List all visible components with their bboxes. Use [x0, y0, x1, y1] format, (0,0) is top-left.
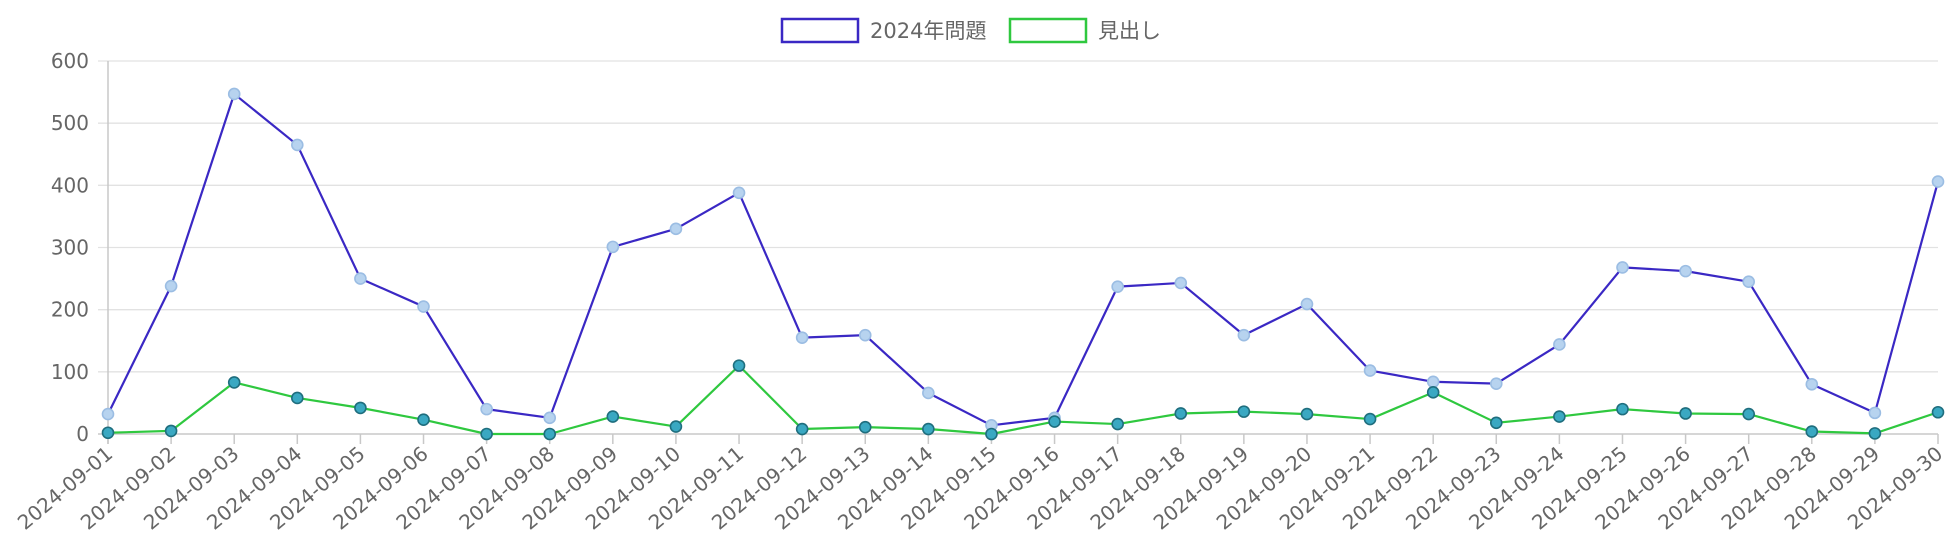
data-point[interactable]: [1363, 364, 1377, 377]
series-line-2: [107, 364, 1939, 436]
y-tick-label: 0: [76, 422, 89, 446]
series-line-1: [107, 92, 1940, 427]
legend: 2024年問題 見出し: [780, 17, 1161, 44]
data-point[interactable]: [543, 411, 557, 425]
legend-swatch-series-1: [780, 17, 860, 44]
legend-label-series-1: 2024年問題: [870, 19, 986, 43]
data-point[interactable]: [1931, 405, 1945, 419]
data-point[interactable]: [606, 240, 620, 254]
data-point[interactable]: [795, 331, 809, 344]
data-point[interactable]: [1679, 407, 1692, 420]
data-point[interactable]: [1742, 275, 1755, 288]
data-point[interactable]: [1048, 415, 1061, 428]
data-point[interactable]: [1553, 410, 1566, 423]
data-point[interactable]: [922, 422, 935, 436]
data-point[interactable]: [101, 407, 115, 421]
data-point[interactable]: [858, 420, 872, 434]
data-point[interactable]: [164, 424, 178, 438]
data-point[interactable]: [1174, 407, 1188, 420]
data-point[interactable]: [1805, 425, 1819, 438]
data-point[interactable]: [1868, 406, 1882, 420]
legend-item-series-2[interactable]: 見出し: [1008, 17, 1161, 44]
data-point[interactable]: [101, 426, 115, 440]
data-point[interactable]: [985, 427, 998, 441]
y-tick-label: 400: [51, 173, 89, 197]
y-tick-label: 500: [51, 111, 89, 135]
data-point[interactable]: [1426, 375, 1440, 389]
y-tick-label: 300: [51, 236, 89, 260]
data-point[interactable]: [1426, 386, 1440, 399]
data-point[interactable]: [669, 420, 683, 433]
data-point[interactable]: [480, 402, 493, 416]
data-point[interactable]: [1237, 405, 1251, 418]
data-point[interactable]: [795, 422, 809, 436]
data-point[interactable]: [1489, 416, 1503, 430]
legend-item-series-1[interactable]: 2024年問題: [780, 17, 986, 44]
data-point[interactable]: [1300, 407, 1314, 421]
data-point[interactable]: [1805, 377, 1819, 391]
series-1: [101, 87, 1945, 432]
data-point[interactable]: [227, 87, 241, 101]
data-point[interactable]: [732, 359, 746, 372]
data-point[interactable]: [291, 138, 304, 152]
series-2: [101, 359, 1945, 441]
data-point[interactable]: [417, 300, 430, 313]
y-tick-label: 200: [51, 298, 89, 322]
legend-swatch-series-2: [1008, 17, 1088, 44]
data-point[interactable]: [227, 376, 241, 389]
data-point[interactable]: [543, 427, 557, 441]
data-point[interactable]: [922, 386, 935, 400]
data-point[interactable]: [858, 328, 872, 342]
data-point[interactable]: [164, 279, 178, 293]
data-point[interactable]: [732, 186, 746, 200]
data-point[interactable]: [1489, 377, 1503, 390]
y-tick-label: 600: [51, 49, 89, 73]
data-point[interactable]: [606, 410, 620, 423]
series-layer: [101, 87, 1945, 441]
data-point[interactable]: [669, 222, 683, 236]
data-point[interactable]: [354, 401, 367, 415]
data-point[interactable]: [1931, 175, 1945, 188]
data-point[interactable]: [1111, 417, 1124, 431]
legend-label-series-2: 見出し: [1098, 19, 1161, 43]
grid-lines: [98, 60, 1938, 435]
data-point[interactable]: [1742, 407, 1755, 421]
data-point[interactable]: [1237, 328, 1251, 342]
data-point[interactable]: [1363, 412, 1377, 426]
data-point[interactable]: [1300, 297, 1314, 311]
data-point[interactable]: [480, 427, 493, 441]
x-axis: 2024-09-012024-09-022024-09-032024-09-04…: [13, 434, 1947, 535]
data-point[interactable]: [1111, 280, 1124, 293]
y-tick-label: 100: [51, 360, 89, 384]
data-point[interactable]: [1679, 264, 1692, 278]
data-point[interactable]: [1868, 427, 1882, 440]
data-point[interactable]: [1616, 402, 1629, 416]
data-point[interactable]: [417, 413, 430, 427]
data-point[interactable]: [354, 272, 367, 285]
data-point[interactable]: [291, 391, 304, 405]
data-point[interactable]: [1553, 338, 1566, 351]
data-point[interactable]: [1174, 276, 1188, 290]
data-point[interactable]: [1616, 261, 1629, 274]
y-axis: 0 100 200 300 400 500 600: [51, 49, 109, 446]
